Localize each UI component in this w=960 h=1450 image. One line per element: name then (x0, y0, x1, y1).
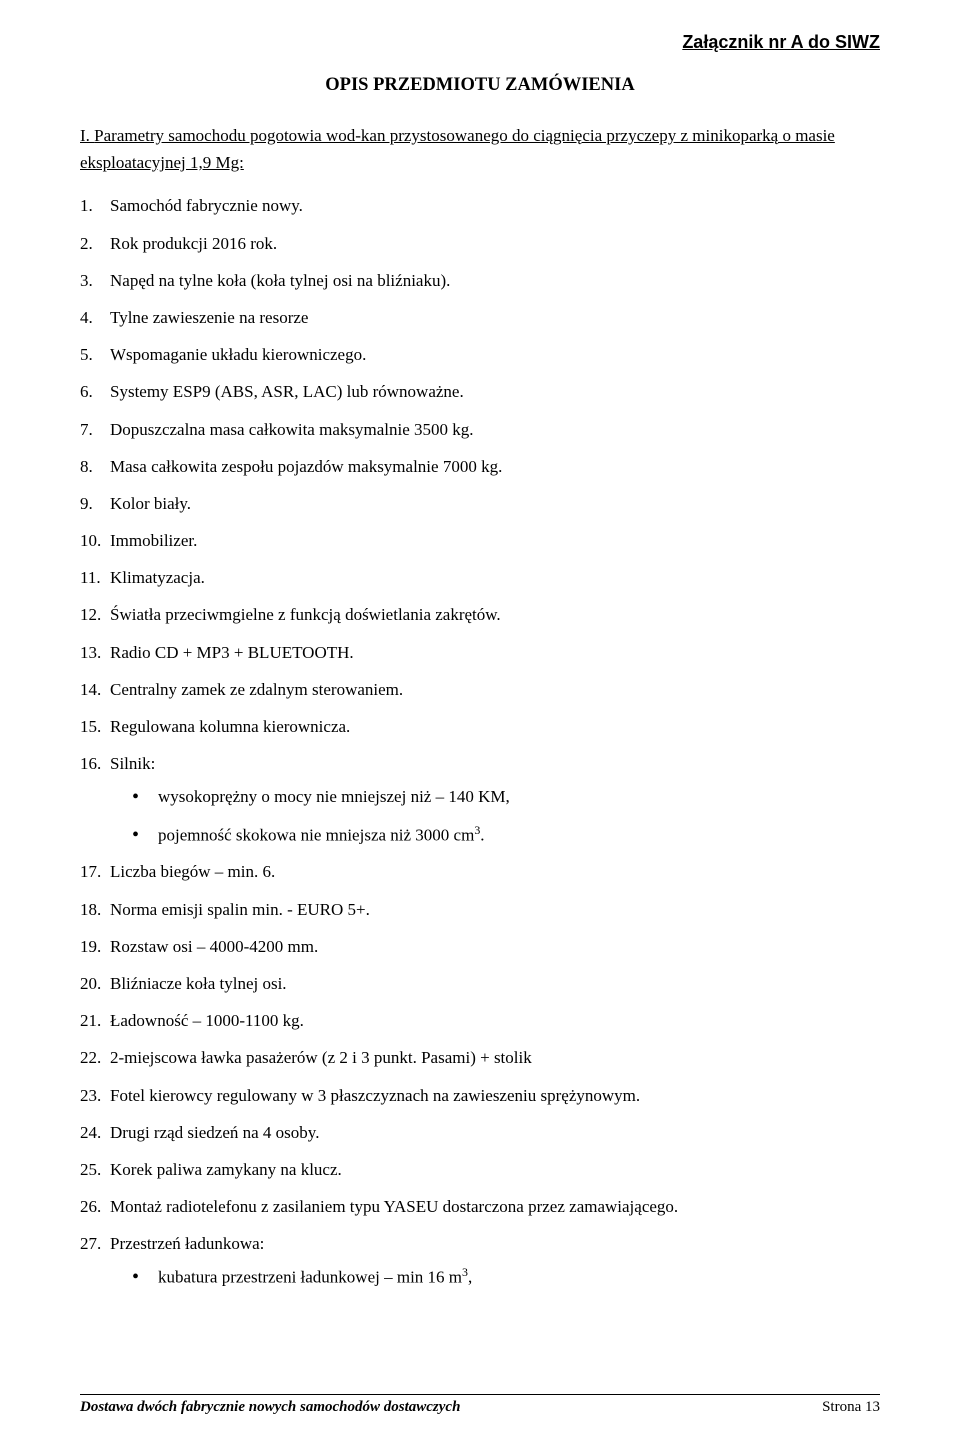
footer-left-text: Dostawa dwóch fabrycznie nowych samochod… (80, 1399, 460, 1416)
item-text: Rok produkcji 2016 rok. (110, 234, 277, 253)
item-text: 2-miejscowa ławka pasażerów (z 2 i 3 pun… (110, 1048, 532, 1067)
sub-item-text: kubatura przestrzeni ładunkowej – min 16… (158, 1268, 462, 1287)
item-text: Przestrzeń ładunkowa: (110, 1234, 264, 1253)
item-text: Klimatyzacja. (110, 568, 205, 587)
list-item: Regulowana kolumna kierownicza. (80, 713, 880, 740)
list-item: 2-miejscowa ławka pasażerów (z 2 i 3 pun… (80, 1044, 880, 1071)
list-item: Systemy ESP9 (ABS, ASR, LAC) lub równowa… (80, 378, 880, 405)
list-item: Fotel kierowcy regulowany w 3 płaszczyzn… (80, 1082, 880, 1109)
item-text: Rozstaw osi – 4000-4200 mm. (110, 937, 318, 956)
list-item: Radio CD + MP3 + BLUETOOTH. (80, 639, 880, 666)
list-item: Liczba biegów – min. 6. (80, 858, 880, 885)
spec-list: Samochód fabrycznie nowy. Rok produkcji … (80, 192, 880, 1291)
item-text: Samochód fabrycznie nowy. (110, 196, 303, 215)
list-item: Dopuszczalna masa całkowita maksymalnie … (80, 416, 880, 443)
sub-item-text: wysokoprężny o mocy nie mniejszej niż – … (158, 787, 510, 806)
sub-item-text-post: , (468, 1268, 472, 1287)
item-text: Drugi rząd siedzeń na 4 osoby. (110, 1123, 319, 1142)
intro-prefix: I. (80, 126, 94, 145)
item-text: Bliźniacze koła tylnej osi. (110, 974, 287, 993)
list-item: Silnik: wysokoprężny o mocy nie mniejsze… (80, 750, 880, 848)
item-text: Silnik: (110, 754, 155, 773)
item-text: Regulowana kolumna kierownicza. (110, 717, 350, 736)
page-number: Strona 13 (822, 1399, 880, 1416)
item-text: Fotel kierowcy regulowany w 3 płaszczyzn… (110, 1086, 640, 1105)
list-item: Norma emisji spalin min. - EURO 5+. (80, 896, 880, 923)
list-item: Przestrzeń ładunkowa: kubatura przestrze… (80, 1230, 880, 1291)
list-item: Drugi rząd siedzeń na 4 osoby. (80, 1119, 880, 1146)
item-text: Światła przeciwmgielne z funkcją doświet… (110, 605, 501, 624)
attachment-header: Załącznik nr A do SIWZ (80, 32, 880, 53)
list-item: Centralny zamek ze zdalnym sterowaniem. (80, 676, 880, 703)
sub-item-text: pojemność skokowa nie mniejsza niż 3000 … (158, 825, 474, 844)
item-text: Norma emisji spalin min. - EURO 5+. (110, 900, 370, 919)
list-item: Masa całkowita zespołu pojazdów maksymal… (80, 453, 880, 480)
page-footer: Dostawa dwóch fabrycznie nowych samochod… (80, 1394, 880, 1416)
item-text: Centralny zamek ze zdalnym sterowaniem. (110, 680, 403, 699)
item-text: Ładowność – 1000-1100 kg. (110, 1011, 304, 1030)
document-title: OPIS PRZEDMIOTU ZAMÓWIENIA (80, 75, 880, 96)
item-text: Tylne zawieszenie na resorze (110, 308, 308, 327)
item-text: Korek paliwa zamykany na klucz. (110, 1160, 342, 1179)
item-text: Immobilizer. (110, 531, 197, 550)
item-text: Masa całkowita zespołu pojazdów maksymal… (110, 457, 502, 476)
list-item: Korek paliwa zamykany na klucz. (80, 1156, 880, 1183)
section-intro: I. Parametry samochodu pogotowia wod-kan… (80, 122, 880, 176)
list-item: Montaż radiotelefonu z zasilaniem typu Y… (80, 1193, 880, 1220)
list-item: Ładowność – 1000-1100 kg. (80, 1007, 880, 1034)
list-item: Samochód fabrycznie nowy. (80, 192, 880, 219)
item-text: Kolor biały. (110, 494, 191, 513)
sub-list: kubatura przestrzeni ładunkowej – min 16… (132, 1263, 880, 1291)
list-item: Immobilizer. (80, 527, 880, 554)
list-item: Rok produkcji 2016 rok. (80, 230, 880, 257)
sub-item: pojemność skokowa nie mniejsza niż 3000 … (132, 821, 880, 849)
list-item: Kolor biały. (80, 490, 880, 517)
sub-item-text-post: . (480, 825, 484, 844)
page: Załącznik nr A do SIWZ OPIS PRZEDMIOTU Z… (0, 0, 960, 1450)
list-item: Rozstaw osi – 4000-4200 mm. (80, 933, 880, 960)
footer-row: Dostawa dwóch fabrycznie nowych samochod… (80, 1399, 880, 1416)
list-item: Wspomaganie układu kierowniczego. (80, 341, 880, 368)
item-text: Wspomaganie układu kierowniczego. (110, 345, 366, 364)
item-text: Liczba biegów – min. 6. (110, 862, 275, 881)
sub-item: kubatura przestrzeni ładunkowej – min 16… (132, 1263, 880, 1291)
item-text: Dopuszczalna masa całkowita maksymalnie … (110, 420, 474, 439)
item-text: Systemy ESP9 (ABS, ASR, LAC) lub równowa… (110, 382, 464, 401)
list-item: Tylne zawieszenie na resorze (80, 304, 880, 331)
list-item: Napęd na tylne koła (koła tylnej osi na … (80, 267, 880, 294)
list-item: Bliźniacze koła tylnej osi. (80, 970, 880, 997)
sub-item: wysokoprężny o mocy nie mniejszej niż – … (132, 783, 880, 810)
intro-text: Parametry samochodu pogotowia wod-kan pr… (80, 126, 835, 172)
item-text: Napęd na tylne koła (koła tylnej osi na … (110, 271, 450, 290)
item-text: Radio CD + MP3 + BLUETOOTH. (110, 643, 354, 662)
sub-list: wysokoprężny o mocy nie mniejszej niż – … (132, 783, 880, 848)
list-item: Klimatyzacja. (80, 564, 880, 591)
list-item: Światła przeciwmgielne z funkcją doświet… (80, 601, 880, 628)
item-text: Montaż radiotelefonu z zasilaniem typu Y… (110, 1197, 678, 1216)
